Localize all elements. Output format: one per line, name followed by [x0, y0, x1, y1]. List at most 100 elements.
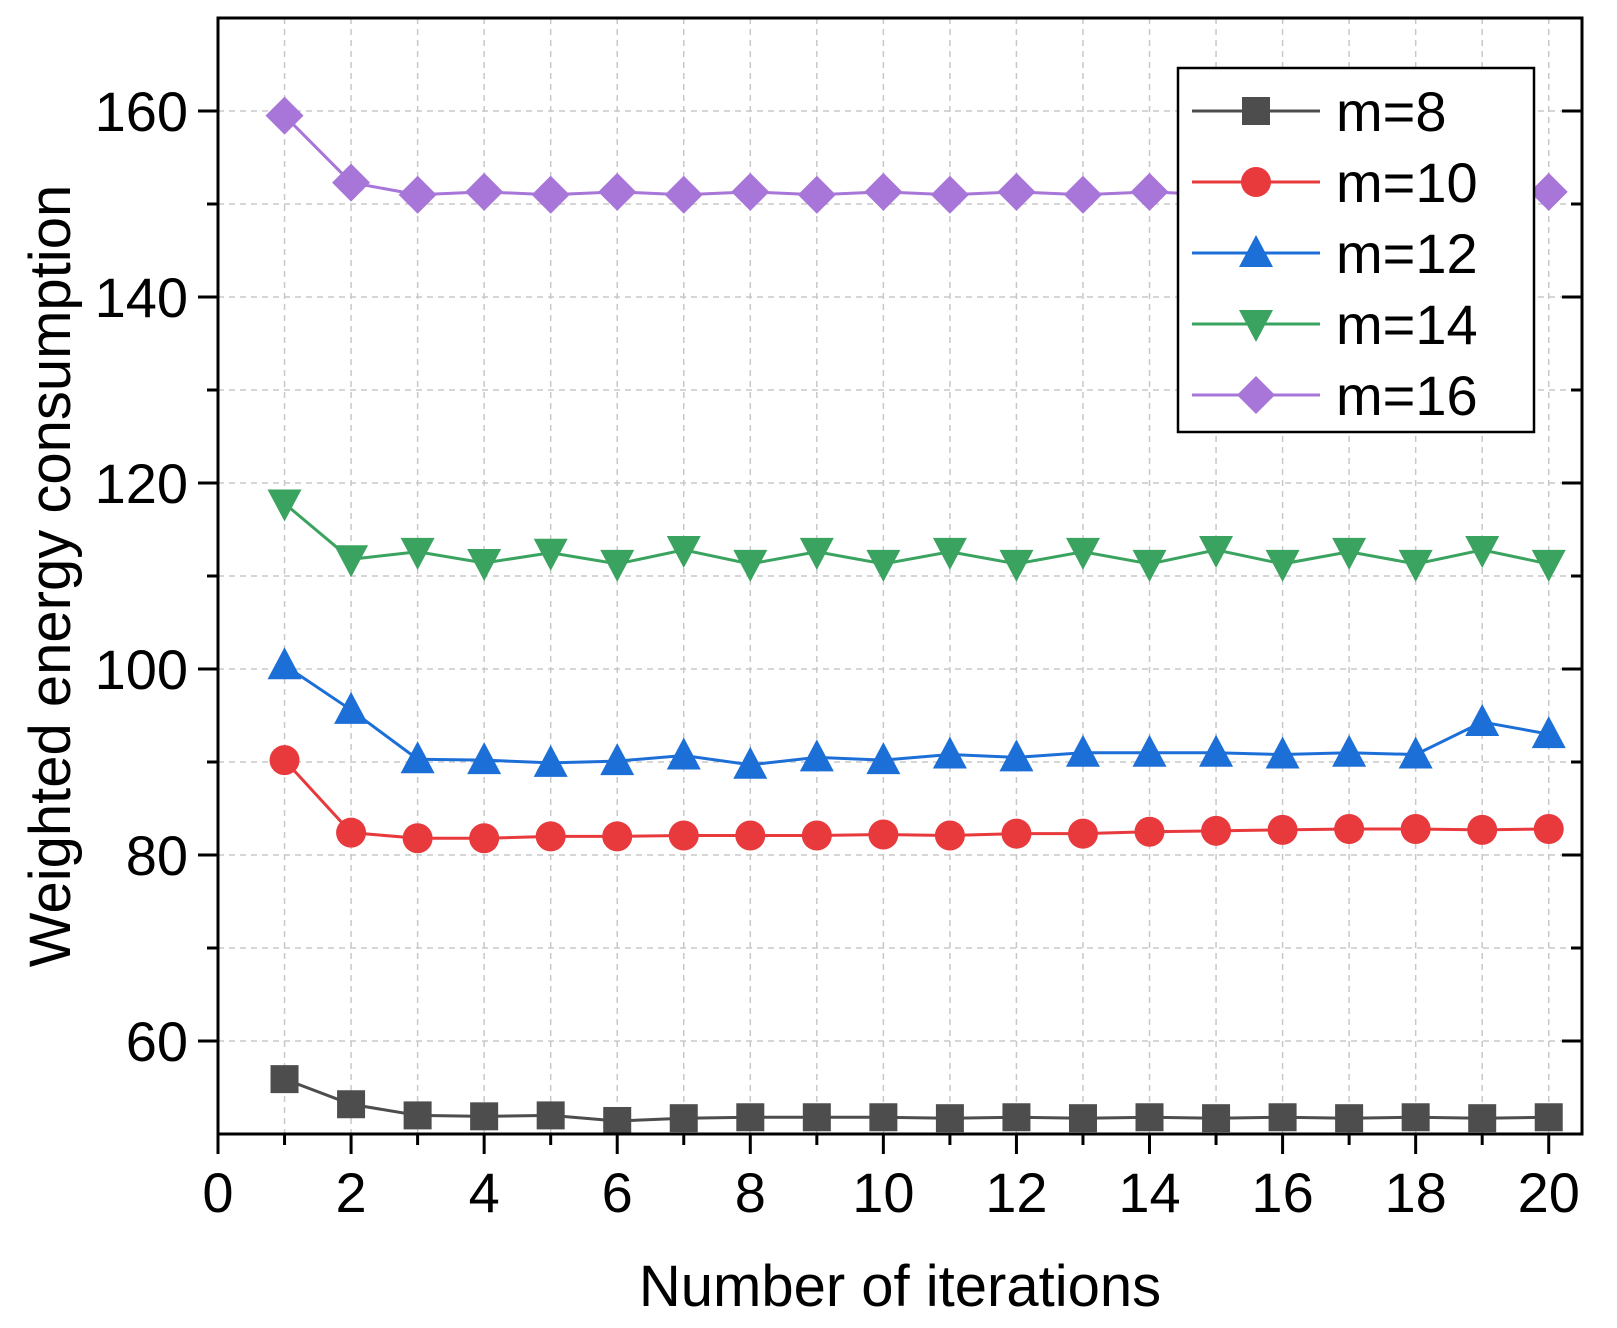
data-point-m-14	[1265, 549, 1300, 582]
data-point-m-10	[1467, 814, 1498, 845]
data-point-m-14	[1199, 535, 1234, 568]
legend-item-m-14: m=14	[1192, 293, 1478, 356]
legend-item-m-12: m=12	[1192, 222, 1478, 285]
data-point-m-16	[797, 175, 836, 214]
data-point-m-16	[1130, 172, 1169, 211]
data-point-m-14	[467, 548, 502, 581]
data-point-m-14	[799, 537, 834, 570]
data-point-m-12	[1132, 734, 1167, 767]
data-point-m-14	[1398, 549, 1433, 582]
data-point-m-16	[664, 175, 703, 214]
axes: 0 2 4 6 8 10 12 14 16 18 20 60 80 100 120 140 160	[95, 80, 1582, 1224]
data-point-m-10	[269, 745, 300, 776]
data-point-m-16	[465, 172, 504, 211]
data-point-m-8	[935, 1104, 964, 1133]
legend-label: m=12	[1336, 222, 1478, 285]
legend-marker	[1239, 235, 1273, 267]
data-point-m-12	[1332, 734, 1367, 767]
legend: m=8 m=10 m=12 m=14 m=16	[1176, 66, 1536, 434]
series-line-m-12	[283, 664, 1549, 767]
data-point-m-12	[932, 736, 967, 769]
data-point-m-12	[999, 739, 1034, 772]
data-point-m-10	[336, 817, 367, 848]
data-point-m-16	[332, 163, 371, 202]
y-tick-label: 100	[95, 638, 188, 701]
data-point-m-10	[1201, 815, 1232, 846]
data-point-m-10	[1067, 818, 1098, 849]
data-point-m-10	[668, 820, 699, 851]
data-point-m-8	[337, 1090, 366, 1119]
x-tick-label: 14	[1118, 1161, 1180, 1224]
legend-item-m-8: m=8	[1192, 80, 1447, 143]
data-point-m-10	[602, 821, 633, 852]
data-point-m-14	[1465, 535, 1500, 568]
data-point-m-16	[1063, 175, 1102, 214]
data-point-m-16	[997, 172, 1036, 211]
data-point-m-12	[334, 691, 369, 724]
data-point-m-10	[868, 819, 899, 850]
data-point-m-14	[600, 549, 635, 582]
x-tick-label: 18	[1385, 1161, 1447, 1224]
data-point-m-12	[1265, 736, 1300, 769]
data-point-m-8	[1068, 1104, 1097, 1133]
data-point-m-14	[400, 537, 435, 570]
data-point-m-10	[1267, 814, 1298, 845]
data-point-m-12	[600, 743, 635, 776]
series-m-10	[269, 745, 1564, 854]
legend-label: m=16	[1336, 364, 1478, 427]
data-point-m-8	[1534, 1103, 1563, 1132]
data-point-m-8	[802, 1103, 831, 1132]
data-point-m-10	[934, 820, 965, 851]
data-point-m-10	[801, 820, 832, 851]
data-point-m-8	[536, 1101, 565, 1130]
series-m-14	[267, 489, 1566, 582]
x-axis-label: Number of iterations	[639, 1254, 1161, 1319]
data-point-m-10	[402, 823, 433, 854]
data-point-m-16	[864, 172, 903, 211]
data-point-m-12	[1465, 704, 1500, 737]
legend-item-m-16: m=16	[1192, 364, 1478, 427]
data-point-m-14	[533, 538, 568, 571]
data-point-m-16	[930, 175, 969, 214]
series-line-m-14	[283, 502, 1550, 566]
legend-marker	[1237, 376, 1275, 414]
data-point-m-8	[669, 1104, 698, 1133]
data-point-m-8	[1468, 1104, 1497, 1133]
data-point-m-12	[533, 744, 568, 777]
y-axis-label: Weighted energy consumption	[18, 185, 83, 967]
legend-label: m=10	[1336, 151, 1478, 214]
data-point-m-14	[666, 535, 701, 568]
data-point-m-8	[1135, 1103, 1164, 1132]
data-point-m-12	[1065, 734, 1100, 767]
x-tick-label: 2	[335, 1161, 366, 1224]
data-point-m-14	[932, 537, 967, 570]
data-point-m-12	[1199, 734, 1234, 767]
data-point-m-14	[1132, 549, 1167, 582]
x-tick-label: 8	[735, 1161, 766, 1224]
series-m-8	[270, 1065, 1563, 1135]
data-point-m-10	[1533, 813, 1564, 844]
data-point-m-10	[469, 823, 500, 854]
data-point-m-8	[1002, 1103, 1031, 1132]
data-point-m-12	[866, 742, 901, 775]
data-point-m-16	[731, 172, 770, 211]
x-tick-label: 0	[202, 1161, 233, 1224]
data-point-m-16	[531, 175, 570, 214]
y-tick-label: 120	[95, 452, 188, 515]
data-point-m-10	[735, 820, 766, 851]
data-point-m-8	[1202, 1104, 1231, 1133]
data-point-m-10	[1334, 813, 1365, 844]
data-point-m-14	[334, 545, 369, 578]
data-point-m-14	[733, 549, 768, 582]
y-tick-label: 80	[126, 824, 188, 887]
x-tick-label: 6	[602, 1161, 633, 1224]
legend-label: m=8	[1336, 80, 1447, 143]
data-point-m-14	[999, 549, 1034, 582]
legend-marker	[1241, 167, 1271, 197]
data-point-m-8	[736, 1103, 765, 1132]
series-m-12	[267, 647, 1566, 779]
legend-marker	[1242, 97, 1270, 125]
data-point-m-8	[1401, 1103, 1430, 1132]
data-point-m-8	[1268, 1103, 1297, 1132]
